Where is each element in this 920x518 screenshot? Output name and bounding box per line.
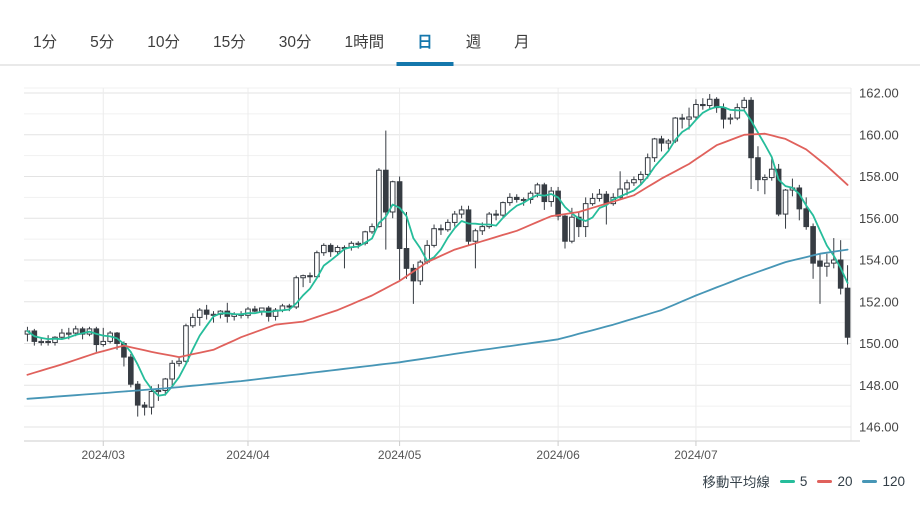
legend-title: 移動平均線 [702,475,770,490]
candles-layer [24,94,851,417]
svg-text:156.00: 156.00 [859,211,899,226]
tab-10min[interactable]: 10分 [147,34,180,65]
tab-week[interactable]: 週 [466,34,482,65]
interval-tabbar: 1分 5分 10分 15分 30分 1時間 日 週 月 [0,0,920,66]
legend-swatch-ma20 [817,479,833,483]
moving-average-legend: 移動平均線 5 20 120 [702,471,905,491]
svg-text:150.00: 150.00 [859,336,899,351]
legend-items: 5 20 120 [779,473,905,489]
svg-text:154.00: 154.00 [859,253,899,268]
svg-text:148.00: 148.00 [859,378,899,393]
tab-month[interactable]: 月 [514,34,530,65]
legend-swatch-ma5 [779,479,795,483]
svg-text:2024/05: 2024/05 [378,448,422,462]
x-axis-labels: 2024/03 2024/04 2024/05 2024/06 2024/07 [82,448,718,462]
legend-label-ma5: 5 [799,473,808,489]
legend-item-ma20: 20 [817,474,852,489]
tab-30min[interactable]: 30分 [279,34,312,65]
svg-text:152.00: 152.00 [859,294,899,309]
ma5-line [26,105,849,397]
svg-text:2024/06: 2024/06 [536,448,580,462]
svg-text:146.00: 146.00 [859,420,899,435]
legend-item-ma5: 5 [779,473,808,489]
legend-label-ma20: 20 [837,473,853,489]
tab-1min[interactable]: 1分 [33,34,57,65]
legend-swatch-ma120 [862,479,878,483]
legend-label-ma120: 120 [882,473,905,489]
svg-text:160.00: 160.00 [859,127,899,142]
svg-text:2024/07: 2024/07 [674,448,718,462]
time-gridlines [102,88,852,441]
ma120-line [26,248,849,400]
svg-text:158.00: 158.00 [859,169,899,184]
tab-1hour[interactable]: 1時間 [345,34,385,65]
tab-day[interactable]: 日 [417,34,433,65]
svg-text:2024/04: 2024/04 [226,448,270,462]
ma20-line [26,132,849,376]
legend-item-ma120: 120 [862,474,905,489]
svg-text:2024/03: 2024/03 [82,448,126,462]
time-axis [24,440,860,446]
tab-5min[interactable]: 5分 [90,34,114,65]
candlestick-chart[interactable]: 162.00 160.00 158.00 156.00 154.00 152.00 150.… [0,70,920,518]
svg-text:162.00: 162.00 [859,86,899,101]
tab-15min[interactable]: 15分 [213,34,246,65]
interval-tabs: 1分 5分 10分 15分 30分 1時間 日 週 月 [33,34,563,65]
price-gridlines [24,87,851,428]
y-axis-labels: 162.00 160.00 158.00 156.00 154.00 152.00 150.… [859,86,899,435]
